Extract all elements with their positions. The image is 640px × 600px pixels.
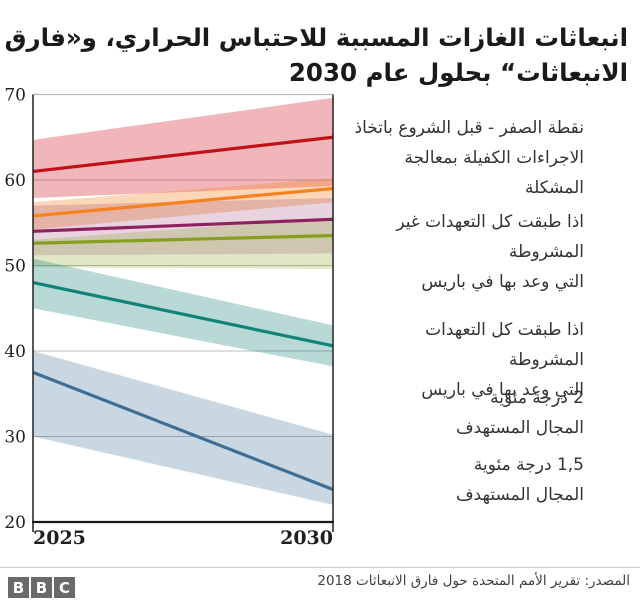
page-title: انبعاثات الغازات المسببة للاحتباس الحرار… — [0, 20, 640, 90]
page-title-line-2: الانبعاثات“ بحلول عام 2030 — [288, 58, 628, 88]
legend-item-unconditional-pledges: اذا طبقت كل التعهدات غير المشروطة التي و… — [350, 207, 584, 297]
chart-legend: نقطة الصفر - قبل الشروع باتخاذ الاجراءات… — [350, 0, 612, 560]
bbc-logo: B B C — [8, 577, 75, 598]
legend-label-1-5c-target: 1,5 درجة مئوية المجال المستهدف — [455, 455, 584, 505]
line-series-3 — [32, 233, 334, 245]
band-series-1 — [33, 178, 333, 230]
legend-item-conditional-pledges: اذا طبقت كل التعهدات المشروطة التي وعد ب… — [350, 315, 584, 405]
bbc-logo-block-c: C — [54, 577, 75, 598]
y-tick-label-30: 30 — [4, 428, 26, 448]
y-tick-label-50: 50 — [4, 257, 26, 277]
x-tick-label-2030: 2030 — [280, 527, 333, 549]
y-tick-label-70: 70 — [4, 88, 26, 106]
line-series-0 — [32, 135, 334, 174]
bbc-logo-block-b2: B — [31, 577, 52, 598]
band-series-4 — [33, 258, 333, 367]
legend-label-zero-point: نقطة الصفر - قبل الشروع باتخاذ الاجراءات… — [354, 118, 584, 198]
legend-item-1-5c-target: 1,5 درجة مئوية المجال المستهدف — [350, 450, 584, 510]
line-series-4 — [32, 281, 334, 348]
band-series-0 — [33, 97, 333, 198]
y-tick-label-60: 60 — [4, 171, 26, 191]
legend-label-conditional-pledges: اذا طبقت كل التعهدات المشروطة التي وعد ب… — [421, 320, 584, 400]
y-tick-label-20: 20 — [4, 513, 26, 533]
line-series-1 — [32, 186, 334, 218]
footer-divider — [0, 567, 640, 568]
page-title-line-1: انبعاثات الغازات المسببة للاحتباس الحرار… — [4, 23, 628, 53]
source-credit: المصدر: تقرير الأمم المتحدة حول فارق الا… — [317, 573, 630, 589]
band-series-5 — [33, 351, 333, 505]
y-tick-label-40: 40 — [4, 342, 26, 362]
line-series-5 — [32, 370, 334, 492]
legend-label-2c-target: 2 درجة مئوية المجال المستهدف — [455, 388, 584, 438]
bbc-logo-block-b1: B — [8, 577, 29, 598]
legend-label-unconditional-pledges: اذا طبقت كل التعهدات غير المشروطة التي و… — [396, 212, 584, 292]
x-tick-label-2025: 2025 — [33, 527, 86, 549]
legend-item-zero-point: نقطة الصفر - قبل الشروع باتخاذ الاجراءات… — [350, 113, 584, 203]
line-series-2 — [32, 217, 334, 233]
band-series-3 — [33, 217, 333, 269]
legend-item-2c-target: 2 درجة مئوية المجال المستهدف — [350, 383, 584, 443]
